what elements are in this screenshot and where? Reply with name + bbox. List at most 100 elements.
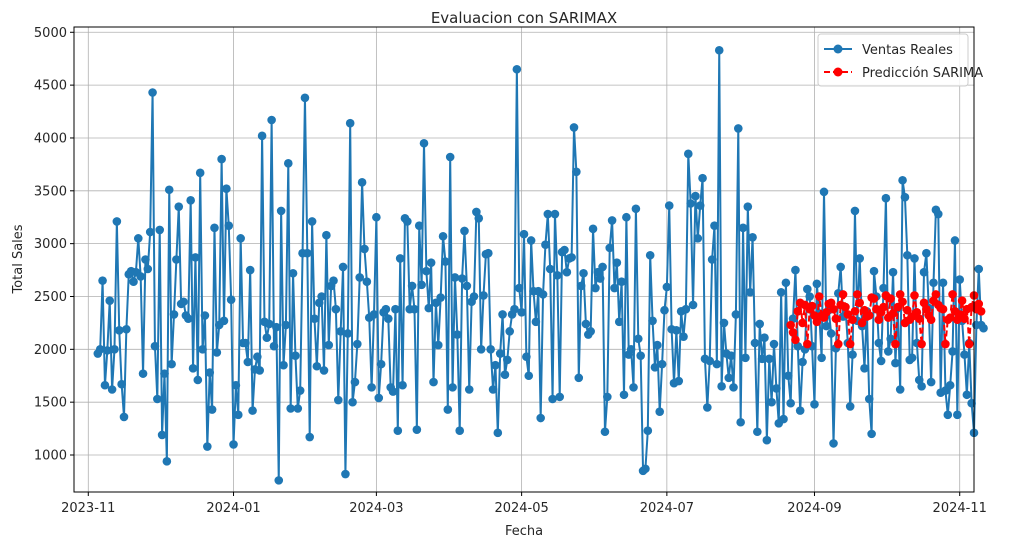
point-ventas-reales bbox=[693, 234, 703, 243]
point-prediccion-sarima bbox=[903, 305, 912, 315]
point-prediccion-sarima bbox=[895, 290, 905, 299]
point-ventas-reales bbox=[403, 217, 412, 226]
x-tick-label: 2024-11 bbox=[933, 501, 987, 516]
point-prediccion-sarima bbox=[864, 311, 874, 320]
point-ventas-reales bbox=[412, 425, 422, 434]
point-ventas-reales bbox=[348, 397, 357, 407]
point-ventas-reales bbox=[98, 276, 107, 285]
point-ventas-reales bbox=[867, 429, 876, 439]
point-ventas-reales bbox=[426, 258, 436, 267]
point-ventas-reales bbox=[617, 277, 626, 286]
point-ventas-reales bbox=[448, 383, 457, 392]
point-ventas-reales bbox=[226, 295, 236, 304]
point-ventas-reales bbox=[781, 278, 791, 288]
point-ventas-reales bbox=[453, 330, 462, 339]
point-ventas-reales bbox=[398, 380, 407, 390]
point-ventas-reales bbox=[372, 212, 381, 222]
point-prediccion-sarima bbox=[786, 320, 795, 330]
point-ventas-reales bbox=[626, 345, 636, 354]
point-ventas-reales bbox=[169, 310, 179, 319]
point-ventas-reales bbox=[610, 283, 619, 293]
point-ventas-reales bbox=[248, 406, 257, 415]
point-ventas-reales bbox=[510, 304, 519, 314]
point-ventas-reales bbox=[322, 230, 331, 240]
point-ventas-reales bbox=[500, 370, 510, 379]
point-ventas-reales bbox=[336, 327, 345, 336]
point-ventas-reales bbox=[350, 377, 360, 387]
point-ventas-reales bbox=[253, 352, 262, 362]
point-ventas-reales bbox=[138, 369, 148, 378]
point-ventas-reales bbox=[174, 202, 184, 211]
point-ventas-reales bbox=[776, 287, 786, 297]
point-prediccion-sarima bbox=[831, 314, 841, 323]
point-ventas-reales bbox=[103, 346, 112, 355]
point-ventas-reales bbox=[526, 236, 536, 245]
point-prediccion-sarima bbox=[838, 290, 848, 299]
point-ventas-reales bbox=[395, 254, 405, 263]
point-ventas-reales bbox=[974, 264, 984, 274]
point-prediccion-sarima bbox=[791, 335, 800, 345]
point-ventas-reales bbox=[538, 290, 548, 299]
point-ventas-reales bbox=[207, 405, 217, 414]
point-ventas-reales bbox=[891, 358, 900, 368]
point-ventas-reales bbox=[548, 394, 557, 404]
point-prediccion-sarima bbox=[914, 314, 924, 323]
point-ventas-reales bbox=[243, 357, 253, 367]
x-axis-ticks: 2023-11 2024-01 2024-03 2024-05 2024-07 2024-… bbox=[61, 492, 987, 516]
point-ventas-reales bbox=[829, 439, 838, 448]
point-ventas-reales bbox=[179, 297, 188, 307]
point-prediccion-sarima bbox=[960, 314, 969, 323]
point-prediccion-sarima bbox=[948, 290, 957, 299]
point-ventas-reales bbox=[695, 201, 705, 210]
point-ventas-reales bbox=[241, 338, 250, 348]
point-ventas-reales bbox=[791, 265, 800, 275]
point-ventas-reales bbox=[679, 332, 688, 341]
point-ventas-reales bbox=[664, 201, 674, 210]
point-ventas-reales bbox=[643, 426, 653, 436]
point-prediccion-sarima bbox=[941, 339, 950, 349]
point-ventas-reales bbox=[760, 333, 769, 343]
point-ventas-reales bbox=[586, 327, 595, 336]
point-ventas-reales bbox=[357, 178, 367, 187]
point-ventas-reales bbox=[512, 64, 522, 74]
point-ventas-reales bbox=[672, 326, 681, 335]
point-ventas-reales bbox=[112, 217, 122, 226]
point-ventas-reales bbox=[305, 432, 315, 442]
point-prediccion-sarima bbox=[964, 339, 974, 349]
point-ventas-reales bbox=[779, 414, 788, 424]
point-ventas-reales bbox=[688, 300, 698, 310]
point-ventas-reales bbox=[731, 310, 741, 319]
point-ventas-reales bbox=[514, 283, 524, 293]
point-ventas-reales bbox=[545, 264, 555, 274]
point-ventas-reales bbox=[360, 244, 369, 254]
point-ventas-reales bbox=[733, 124, 743, 133]
legend-label-ventas: Ventas Reales bbox=[862, 43, 953, 58]
point-ventas-reales bbox=[410, 304, 419, 314]
point-ventas-reales bbox=[391, 304, 400, 314]
x-tick-label: 2024-05 bbox=[494, 501, 548, 516]
point-ventas-reales bbox=[691, 191, 700, 201]
legend-marker-prediccion bbox=[833, 67, 843, 77]
point-ventas-reales bbox=[660, 305, 669, 315]
point-ventas-reales bbox=[343, 329, 353, 338]
x-tick-label: 2024-07 bbox=[640, 501, 694, 516]
point-ventas-reales bbox=[576, 281, 586, 291]
point-ventas-reales bbox=[598, 262, 607, 272]
chart-title: Evaluacion con SARIMAX bbox=[431, 9, 617, 27]
point-ventas-reales bbox=[483, 248, 493, 258]
point-ventas-reales bbox=[524, 371, 534, 381]
y-tick-label: 5000 bbox=[34, 26, 67, 41]
point-ventas-reales bbox=[381, 304, 391, 314]
point-ventas-reales bbox=[772, 384, 781, 393]
point-ventas-reales bbox=[826, 329, 836, 338]
x-tick-label: 2024-03 bbox=[349, 501, 403, 516]
y-axis-ticks: 1000 1500 2000 2500 3000 3500 4000 4500 5000 bbox=[34, 26, 74, 464]
point-ventas-reales bbox=[848, 350, 857, 359]
point-ventas-reales bbox=[153, 394, 162, 404]
point-ventas-reales bbox=[631, 204, 641, 214]
point-ventas-reales bbox=[110, 345, 119, 354]
point-prediccion-sarima bbox=[957, 296, 967, 306]
point-ventas-reales bbox=[486, 345, 495, 354]
point-ventas-reales bbox=[469, 292, 479, 301]
point-prediccion-sarima bbox=[974, 299, 984, 309]
